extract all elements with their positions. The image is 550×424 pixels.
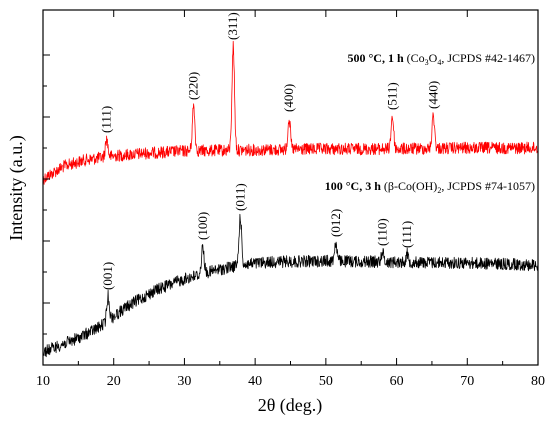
series-label-co3o4-formula-b: O	[429, 51, 438, 65]
peak-label: (220)	[186, 72, 201, 100]
peak-label: (440)	[425, 81, 440, 109]
series-label-cooh2-jcpds: , JCPDS #74-1057)	[441, 179, 535, 193]
series-label-co3o4-sub-3: 3	[425, 58, 429, 67]
x-tick-label: 70	[460, 374, 474, 389]
series-label-co3o4-condition: 500 °C, 1 h	[348, 51, 404, 65]
series-label-cooh2-sub-2: 2	[437, 186, 441, 195]
series-label-co3o4: 500 °C, 1 h (Co3O4, JCPDS #42-1467)	[348, 51, 536, 67]
peak-label-layer: (111) (220) (311) (400) (511) (440) (001) (100)…	[99, 12, 441, 290]
x-tick-label: 10	[36, 374, 50, 389]
y-axis-title: Intensity (a.u.)	[6, 135, 27, 240]
series-label-cooh2-condition: 100 °C, 3 h	[325, 179, 381, 193]
x-tick-label: 40	[248, 374, 262, 389]
x-tick-label: 80	[531, 374, 545, 389]
peak-label: (111)	[99, 106, 114, 133]
tick-layer: 10 20 30 40 50 60 70 80	[36, 10, 545, 389]
peak-label: (011)	[232, 183, 247, 211]
x-tick-label: 20	[107, 374, 121, 389]
x-tick-label: 60	[390, 374, 404, 389]
peak-label: (110)	[374, 218, 389, 246]
series-label-co3o4-jcpds: , JCPDS #42-1467)	[441, 51, 535, 65]
series-label-cooh2: 100 °C, 3 h (β-Co(OH)2, JCPDS #74-1057)	[325, 179, 535, 195]
peak-label: (001)	[100, 262, 115, 290]
series-label-co3o4-sub-4: 4	[437, 58, 441, 67]
peak-label: (311)	[225, 12, 240, 40]
x-axis-title: 2θ (deg.)	[258, 395, 323, 416]
peak-label: (111)	[399, 221, 414, 248]
peak-label: (511)	[384, 82, 399, 110]
series-label-cooh2-formula: (β-Co(OH)	[381, 179, 437, 193]
peak-label: (100)	[195, 212, 210, 240]
series-line-co3o4	[42, 40, 539, 185]
x-tick-label: 50	[319, 374, 333, 389]
series-label-co3o4-formula-a: (Co	[404, 51, 425, 65]
x-tick-label: 30	[177, 374, 191, 389]
series-line-cooh2	[42, 213, 539, 358]
peak-label: (012)	[328, 209, 343, 237]
series-layer	[42, 40, 539, 358]
peak-label: (400)	[281, 84, 296, 112]
